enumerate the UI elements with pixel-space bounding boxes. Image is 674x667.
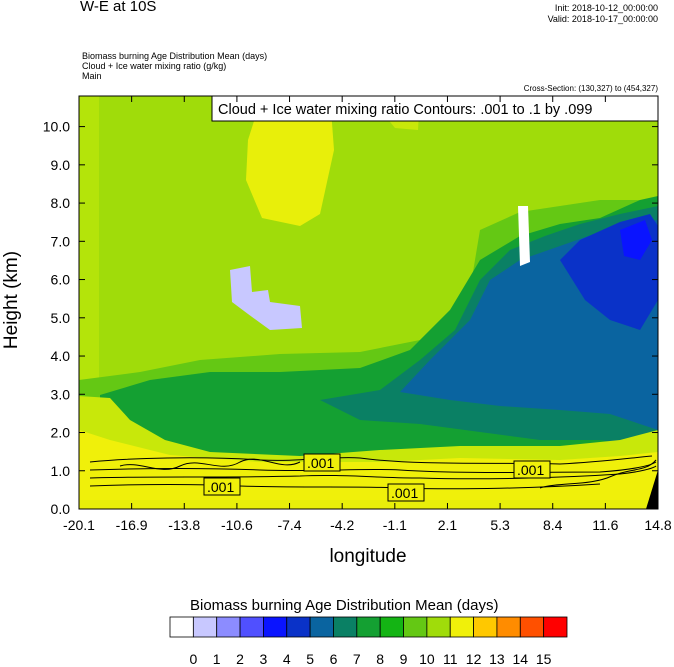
contour-label: .001 <box>517 462 544 478</box>
y-tick-label: 7.0 <box>51 233 71 249</box>
colorbar-swatch <box>169 616 194 638</box>
old-air-core <box>230 266 302 330</box>
contour-label-box <box>513 460 551 479</box>
missing-data <box>518 206 530 266</box>
x-tick-label: 11.6 <box>592 517 618 533</box>
colorbar-swatch <box>496 616 521 638</box>
y-tick-label: 5.0 <box>51 310 71 326</box>
y-tick-label: 3.0 <box>51 386 71 402</box>
x-axis: -20.1 -16.9 -13.8 -10.6 -7.4 -4.2 -1.1 2.1 5.3 8.… <box>63 96 672 533</box>
colorbar-swatch <box>426 616 451 638</box>
heatmap-field <box>79 96 658 509</box>
x-tick-label: -7.4 <box>277 517 301 533</box>
x-tick-label: 8.4 <box>543 517 563 533</box>
colorbar-label: 8 <box>376 651 384 667</box>
time-info: Init: 2018-10-12_00:00:00 Valid: 2018-10… <box>548 3 658 25</box>
colorbar-label: 2 <box>236 651 244 667</box>
y-tick-label: 0.0 <box>51 501 71 517</box>
colorbar-swatch <box>192 616 218 638</box>
colorbar-swatch <box>379 616 404 638</box>
y-tick-label: 2.0 <box>51 425 71 441</box>
colorbar-swatch <box>286 616 311 638</box>
x-tick-label: -13.8 <box>168 517 200 533</box>
y-tick-label: 8.0 <box>51 195 71 211</box>
plume-max <box>620 220 652 260</box>
colorbar-labels: 0 1 2 3 4 5 6 7 8 9 10 11 12 13 14 15 <box>189 651 551 667</box>
colorbar <box>169 616 568 638</box>
y-tick-label: 9.0 <box>51 157 71 173</box>
colorbar-swatch <box>309 616 334 638</box>
colorbar-swatch <box>216 616 241 638</box>
contour-label-box <box>203 477 241 496</box>
contour-label-box <box>387 483 425 502</box>
colorbar-label: 13 <box>489 651 505 667</box>
colorbar-label: 11 <box>443 651 458 667</box>
x-tick-label: -4.2 <box>330 517 354 533</box>
x-tick-label: -1.1 <box>383 517 407 533</box>
dry-dome <box>246 96 334 226</box>
contour-label: .001 <box>307 455 334 471</box>
x-tick-label: 5.3 <box>490 517 510 533</box>
x-tick-label: -20.1 <box>63 517 95 533</box>
x-tick-label: -16.9 <box>116 517 148 533</box>
field-cloud: Cloud + Ice water mixing ratio (g/kg) <box>82 61 227 71</box>
y-tick-label: 4.0 <box>51 348 71 364</box>
contour-info: Cloud + Ice water mixing ratio Contours:… <box>218 102 592 118</box>
contour-label-box <box>303 453 341 472</box>
contour-line <box>119 458 301 470</box>
cross-section-label: Cross-Section: (130,327) to (454,327) <box>523 84 658 93</box>
contour-line <box>89 483 601 490</box>
contour-label: .001 <box>391 485 418 501</box>
colorbar-swatch <box>473 616 498 638</box>
contour-info-box <box>211 95 659 122</box>
y-tick-label: 10.0 <box>43 119 70 135</box>
colorbar-swatch <box>239 616 264 638</box>
colorbar-label: 10 <box>419 651 435 667</box>
field-list: Biomass burning Age Distribution Mean (d… <box>82 51 267 81</box>
colorbar-label: 15 <box>536 651 552 667</box>
y-axis: 0.0 1.0 2.0 3.0 4.0 5.0 6.0 7.0 8.0 9.0 10.0 <box>43 119 658 517</box>
contour-label: .001 <box>207 479 234 495</box>
colorbar-swatch <box>449 616 474 638</box>
colorbar-label: 5 <box>306 651 314 667</box>
y-tick-label: 6.0 <box>51 272 71 288</box>
colorbar-label: 9 <box>400 651 408 667</box>
colorbar-label: 14 <box>513 651 529 667</box>
colorbar-label: 4 <box>283 651 291 667</box>
colorbar-title: Biomass burning Age Distribution Mean (d… <box>190 597 499 614</box>
valid-time: Valid: 2018-10-17_00:00:00 <box>547 14 658 24</box>
colorbar-swatch <box>356 616 381 638</box>
colorbar-label: 1 <box>213 651 221 667</box>
x-axis-label: longitude <box>329 546 406 567</box>
chart-title: W-E at 10S <box>80 0 157 15</box>
surface-strip <box>79 500 658 509</box>
contour-line <box>89 455 653 465</box>
x-tick-label: 2.1 <box>438 517 458 533</box>
field-biomass: Biomass burning Age Distribution Mean (d… <box>82 51 268 61</box>
colorbar-label: 6 <box>330 651 338 667</box>
colorbar-swatch <box>403 616 428 638</box>
contour-value-labels: .001 .001 .001 .001 <box>203 453 551 502</box>
x-tick-label: 14.8 <box>644 517 671 533</box>
cloud-contours <box>89 455 657 490</box>
colorbar-label: 12 <box>466 651 482 667</box>
y-tick-label: 1.0 <box>51 463 71 479</box>
colorbar-swatch <box>543 616 568 638</box>
colorbar-label: 0 <box>189 651 197 667</box>
colorbar-swatch <box>263 616 288 638</box>
init-time: Init: 2018-10-12_00:00:00 <box>554 3 658 13</box>
x-tick-label: -10.6 <box>221 517 253 533</box>
contour-line <box>539 459 657 489</box>
contour-line <box>89 461 657 473</box>
colorbar-swatch <box>519 616 545 638</box>
terrain <box>646 470 658 509</box>
y-axis-label: Height (km) <box>1 251 22 349</box>
colorbar-swatch <box>333 616 358 638</box>
colorbar-label: 7 <box>353 651 361 667</box>
field-main: Main <box>82 71 102 81</box>
colorbar-label: 3 <box>260 651 268 667</box>
contour-line <box>89 465 657 480</box>
